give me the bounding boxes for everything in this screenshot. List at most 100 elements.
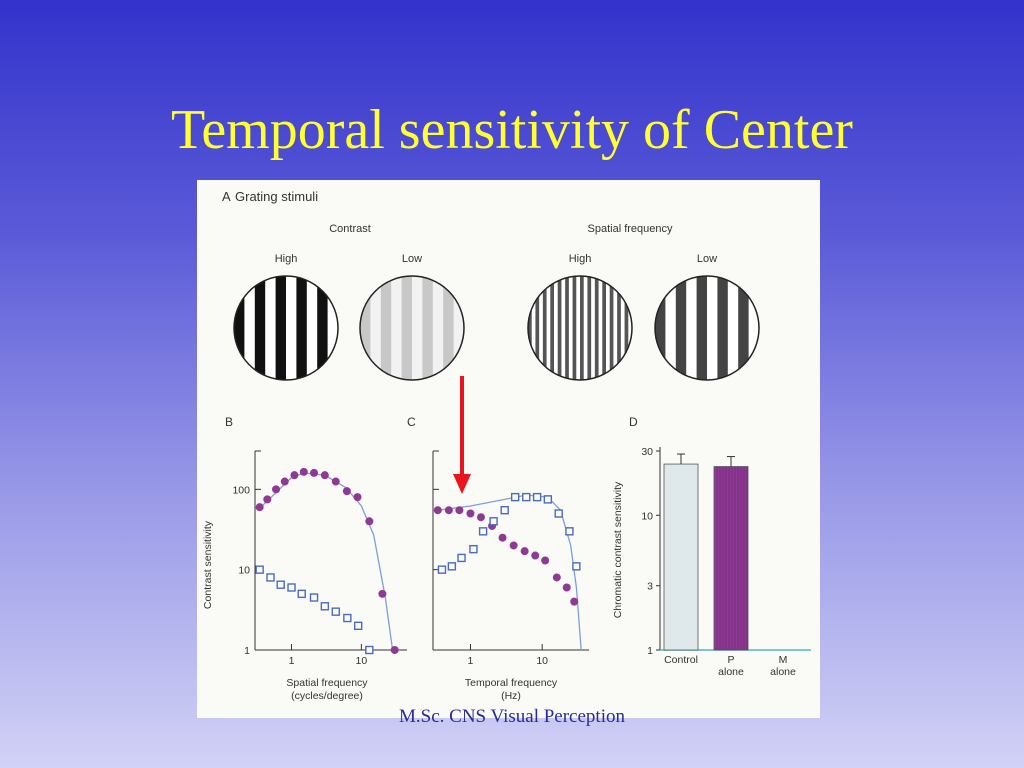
grating-bar — [443, 276, 454, 380]
data-point-circle — [509, 541, 518, 550]
category-label-0: Control — [664, 654, 698, 666]
data-point-circle — [272, 485, 281, 494]
data-point-circle — [498, 533, 507, 542]
data-point-square — [266, 573, 275, 582]
grating-3 — [655, 276, 759, 380]
chart-b: Contrast sensitivity Spatial frequency (… — [202, 450, 407, 702]
y-tick-label: 10 — [641, 510, 653, 522]
data-point-square — [489, 517, 498, 526]
data-point-square — [276, 580, 285, 589]
data-point-square — [554, 509, 563, 518]
panel-a-label: A — [222, 189, 231, 204]
grating-label-1: Low — [402, 253, 422, 265]
data-point-circle — [299, 467, 308, 476]
data-point-square — [500, 505, 509, 515]
data-point-square — [572, 562, 581, 571]
data-point-circle — [390, 646, 399, 654]
x-tick-label: 1 — [289, 655, 295, 667]
grating-outline — [654, 275, 760, 381]
grating-bar — [317, 276, 328, 380]
data-point-circle — [353, 493, 362, 502]
gratings: High Low High Low — [233, 253, 760, 381]
grating-bar — [296, 276, 307, 380]
red-arrow-head — [453, 474, 471, 494]
grating-bar — [542, 276, 547, 380]
y-tick-label: 1 — [244, 645, 250, 657]
grating-bar — [360, 276, 371, 380]
data-point-circle — [310, 468, 319, 477]
chart-c-xlabel-units: (Hz) — [501, 690, 521, 702]
data-point-square — [457, 553, 466, 563]
grating-2 — [528, 276, 632, 380]
grating-bar — [528, 276, 532, 380]
fitted-curve — [259, 472, 394, 651]
grating-bar — [602, 276, 606, 380]
grating-bar — [254, 276, 266, 380]
y-tick-label: 10 — [238, 565, 250, 577]
data-point-square — [331, 607, 340, 616]
figure-panel: A Grating stimuli Contrast Spatial frequ… — [197, 180, 820, 718]
data-point-circle — [255, 503, 264, 512]
grating-bar — [535, 276, 540, 380]
data-point-circle — [562, 583, 571, 592]
chart-d-ylabel: Chromatic contrast sensitivity — [612, 481, 624, 618]
chart-b-ylabel: Contrast sensitivity — [202, 520, 214, 609]
grating-bar — [655, 276, 666, 380]
grating-bar — [572, 276, 577, 380]
data-point-square — [353, 621, 363, 631]
grating-bar — [275, 276, 286, 380]
data-point-circle — [476, 513, 485, 522]
category-label-2: M — [779, 654, 788, 666]
data-point-square — [437, 565, 447, 574]
data-point-square — [287, 583, 296, 592]
data-point-circle — [541, 556, 550, 565]
grating-label-2: High — [569, 253, 592, 265]
data-point-square — [447, 562, 457, 571]
grating-bar — [624, 276, 629, 380]
category-label-1: P — [727, 654, 734, 666]
data-point-square — [522, 492, 531, 502]
y-tick-label: 30 — [641, 446, 653, 458]
data-point-circle — [378, 589, 387, 598]
data-point-square — [469, 544, 478, 554]
grating-bar — [696, 276, 707, 380]
data-point-square — [543, 495, 553, 504]
data-point-circle — [444, 506, 453, 515]
grating-bar — [587, 276, 592, 380]
grating-0 — [234, 276, 338, 380]
data-point-circle — [552, 573, 561, 582]
grating-1 — [360, 276, 464, 380]
data-point-circle — [320, 471, 329, 480]
grating-label-3: Low — [697, 253, 717, 265]
bar-0 — [663, 463, 699, 651]
y-tick-label: 100 — [232, 484, 250, 496]
grating-bar — [717, 276, 728, 380]
data-point-circle — [455, 506, 464, 515]
grating-bar — [550, 276, 554, 380]
category-label-2: alone — [770, 666, 796, 678]
grating-bar — [380, 276, 392, 380]
data-point-circle — [280, 477, 289, 486]
data-point-circle — [466, 509, 475, 518]
chart-d: Chromatic contrast sensitivity 1 3 10 30 Con… — [612, 446, 811, 678]
data-point-circle — [520, 547, 529, 556]
red-arrow-annotation — [453, 376, 471, 494]
data-point-circle — [531, 551, 540, 560]
data-point-square — [532, 492, 542, 502]
chart-c: Temporal frequency (Hz) 1 10 — [432, 376, 589, 702]
bar-1 — [713, 466, 749, 651]
data-point-square — [365, 645, 374, 655]
slide-footer: M.Sc. CNS Visual Perception — [399, 706, 625, 727]
data-point-circle — [331, 477, 340, 486]
grating-bar — [234, 276, 245, 380]
data-point-circle — [365, 517, 374, 526]
data-point-circle — [342, 487, 351, 496]
x-tick-label: 1 — [468, 655, 474, 667]
grating-bar — [401, 276, 412, 380]
x-tick-label: 10 — [536, 655, 548, 667]
category-label-1: alone — [718, 666, 744, 678]
grating-outline — [527, 275, 633, 381]
grating-label-0: High — [275, 253, 298, 265]
grating-bar — [557, 276, 562, 380]
data-point-circle — [570, 597, 579, 606]
